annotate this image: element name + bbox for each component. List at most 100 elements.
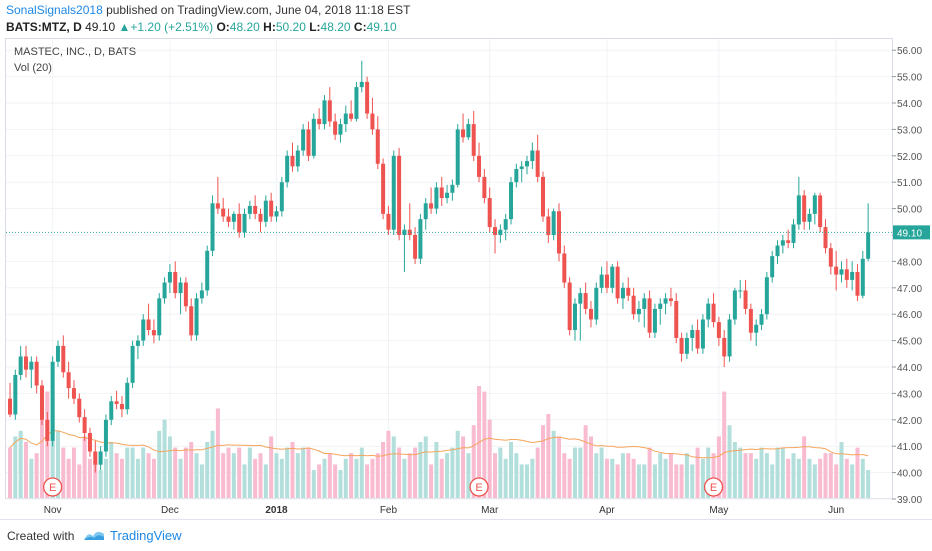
candle-body: [498, 229, 503, 235]
y-tick-label: 47.00: [897, 284, 922, 295]
volume-bar: [823, 453, 828, 498]
volume-bar: [423, 436, 428, 498]
volume-bar: [55, 430, 60, 498]
candle-body: [748, 308, 753, 333]
volume-bar: [365, 464, 370, 498]
volume-bar: [748, 453, 753, 498]
volume-bar: [391, 436, 396, 498]
volume-bar: [327, 453, 332, 498]
volume-bar: [482, 391, 487, 498]
candle-body: [802, 195, 807, 222]
candle-body: [237, 213, 242, 233]
candle-body: [55, 345, 60, 362]
y-tick-label: 51.00: [897, 178, 922, 189]
volume-bar: [844, 458, 849, 498]
volume-bar: [290, 442, 295, 498]
volume-bar: [375, 453, 380, 498]
volume-bar: [274, 453, 279, 498]
volume-bar: [541, 425, 545, 498]
volume-bar: [93, 464, 98, 498]
x-tick-label: Mar: [481, 505, 499, 516]
volume-bar: [535, 447, 540, 498]
candle-body: [509, 182, 514, 220]
volume-bar: [263, 464, 268, 498]
candle-body: [786, 240, 791, 243]
volume-bar: [759, 447, 764, 498]
earnings-label: E: [49, 482, 56, 494]
volume-bar: [103, 458, 108, 498]
volume-bar: [301, 447, 306, 498]
volume-bar: [860, 458, 865, 498]
candle-body: [599, 274, 604, 288]
price-axis[interactable]: 56.0055.0054.0053.0052.0051.0050.0049.00…: [892, 46, 922, 506]
volume-bar: [343, 458, 348, 498]
earnings-marker[interactable]: E: [703, 477, 724, 497]
candle-body: [301, 129, 306, 151]
volume-bar: [18, 430, 23, 498]
candle-body: [397, 155, 402, 235]
candle-body: [583, 293, 588, 309]
price-change: +1.20 (+2.51%): [130, 20, 214, 34]
y-tick-label: 50.00: [897, 205, 922, 216]
candle-body: [311, 118, 316, 156]
candle-body: [151, 330, 156, 336]
candle-body: [386, 213, 391, 230]
candle-body: [461, 129, 466, 138]
price-chart[interactable]: 56.0055.0054.0053.0052.0051.0050.0049.00…: [0, 38, 932, 519]
y-tick-label: 43.00: [897, 389, 922, 400]
candle-body: [135, 340, 140, 346]
volume-bar: [173, 447, 178, 498]
candle-body: [8, 398, 12, 415]
volume-bar: [802, 436, 807, 498]
volume-bar: [684, 453, 689, 498]
volume-indicator-label: Vol (20): [14, 62, 52, 74]
candle-body: [594, 287, 599, 320]
candle-body: [375, 129, 380, 164]
volume-bar: [183, 447, 188, 498]
volume-bar: [695, 447, 700, 498]
author-link[interactable]: SonalSignals2018: [6, 3, 103, 17]
volume-bar: [791, 453, 796, 498]
earnings-marker[interactable]: E: [469, 477, 489, 497]
volume-bar: [706, 447, 711, 498]
candle-body: [722, 337, 727, 357]
volume-bar: [23, 442, 28, 498]
volume-bar: [738, 447, 743, 498]
candle-body: [413, 235, 418, 259]
volume-bar: [114, 453, 119, 498]
volume-bar: [786, 458, 791, 498]
volume-bar: [167, 436, 172, 498]
volume-bar: [141, 447, 146, 498]
candle-body: [71, 388, 76, 399]
volume-bar: [162, 419, 167, 498]
candle-body: [215, 203, 220, 209]
volume-bar: [349, 453, 354, 498]
candle-body: [141, 319, 146, 341]
candle-body: [226, 216, 231, 222]
candle-body: [146, 319, 151, 331]
candle-body: [333, 121, 338, 135]
volume-bar: [322, 458, 327, 498]
volume-bar: [658, 453, 663, 498]
time-axis[interactable]: Nov Dec 2018 Feb Mar Apr May Jun: [44, 505, 844, 516]
candle-body: [77, 398, 82, 418]
volume-bar: [135, 458, 140, 498]
volume-bar: [354, 458, 359, 498]
price-tag-label: 49.10: [897, 228, 922, 239]
high-label: H:: [263, 20, 276, 34]
candle-body: [541, 176, 545, 217]
volume-bar: [29, 458, 34, 498]
candle-body: [157, 298, 162, 336]
volume-bar: [285, 447, 290, 498]
candle-body: [807, 213, 812, 222]
volume-bar: [716, 436, 721, 498]
volume-bar: [626, 453, 631, 498]
volume-bar: [146, 453, 151, 498]
volume-bar: [604, 458, 609, 498]
volume-bar: [818, 458, 823, 498]
volume-bar: [258, 453, 263, 498]
earnings-marker[interactable]: E: [42, 477, 63, 497]
tradingview-logo-icon: [84, 531, 104, 540]
earnings-circle: [469, 477, 489, 497]
tradingview-link[interactable]: TradingView: [110, 528, 182, 543]
